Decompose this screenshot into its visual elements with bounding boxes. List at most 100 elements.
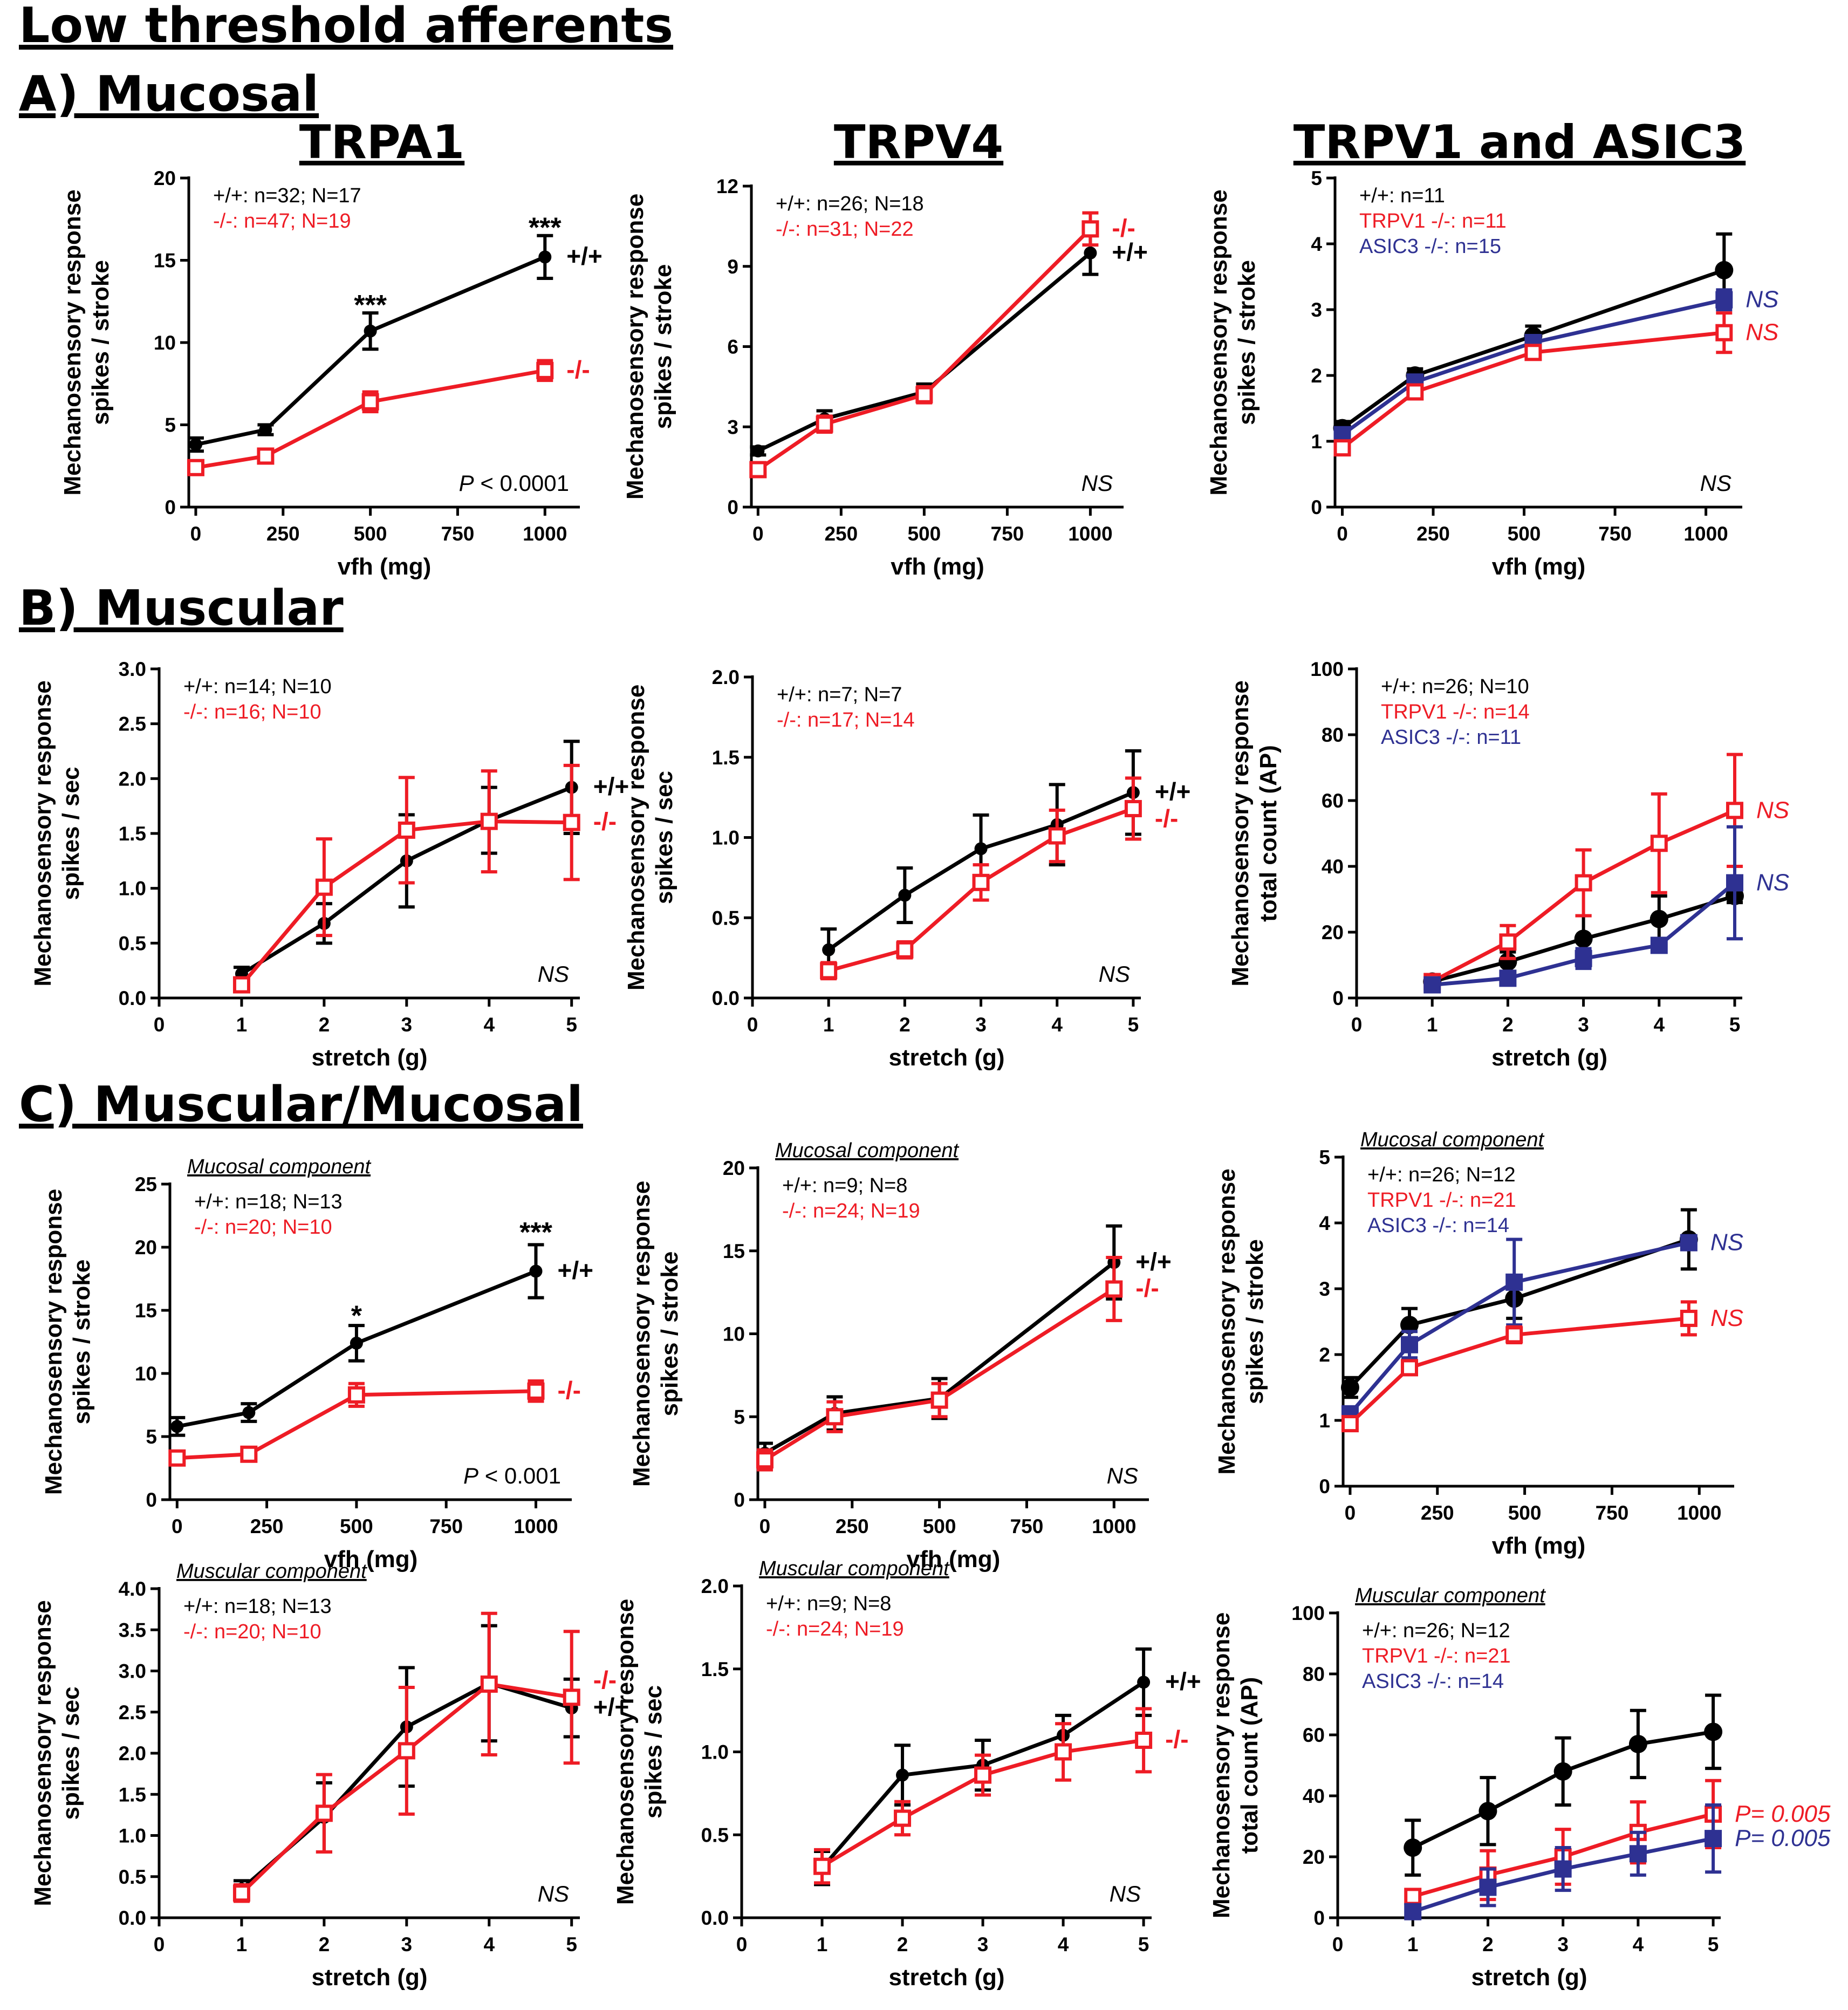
marker-open-square <box>480 812 498 830</box>
y-axis-label-line2: spikes / sec <box>651 771 677 904</box>
x-tick-label: 750 <box>1010 1515 1044 1537</box>
x-tick-label: 1 <box>817 1933 828 1956</box>
y-tick-label: 3 <box>1319 1278 1330 1300</box>
marker-dot <box>189 438 202 452</box>
y-tick-label: 1 <box>1319 1410 1330 1432</box>
y-tick-label: 20 <box>1303 1846 1325 1868</box>
x-tick-label: 500 <box>1508 523 1541 545</box>
x-tick-label: 4 <box>1058 1933 1069 1956</box>
y-tick-label: 20 <box>135 1236 157 1259</box>
series-label: -/- <box>557 1376 580 1404</box>
marker-open-square <box>398 1742 415 1760</box>
y-tick-label: 2.5 <box>119 1701 146 1724</box>
y-tick-label: 0.0 <box>119 1907 146 1929</box>
marker-dot <box>364 324 377 338</box>
y-axis-label-line2: spikes / sec <box>58 1686 84 1820</box>
y-tick-label: 1.0 <box>119 878 146 900</box>
marker-square <box>1505 1273 1523 1291</box>
x-tick-label: 4 <box>483 1014 495 1036</box>
marker-open-square <box>536 361 554 379</box>
series-label: -/- <box>593 808 617 836</box>
y-tick-label: 80 <box>1322 724 1344 746</box>
marker-open-square <box>749 461 767 478</box>
marker-square <box>1423 976 1441 994</box>
x-axis-label: stretch (g) <box>1491 1044 1607 1071</box>
marker-square <box>1404 1903 1422 1920</box>
series-line <box>177 1389 536 1460</box>
marker-open-square <box>1650 835 1668 852</box>
chart-d3: 0 20 40 60 80 100 0 1 2 3 4 5 stretch (g) Mechanosens… <box>1208 1584 1831 1991</box>
x-tick-label: 0 <box>1337 523 1348 545</box>
y-axis-label-line1: Mechanosensory response <box>623 685 649 990</box>
y-tick-label: 20 <box>1322 921 1344 944</box>
marker-square <box>1680 1234 1698 1252</box>
x-axis-label: vfh (mg) <box>1492 553 1586 580</box>
marker-dot <box>529 1264 543 1278</box>
y-axis-label-line1: Mechanosensory response <box>628 1181 655 1487</box>
y-tick-label: 5 <box>165 414 176 436</box>
y-tick-label: 1.5 <box>701 1658 729 1680</box>
x-axis-label: vfh (mg) <box>907 1546 1001 1573</box>
marker-open-square <box>915 386 933 404</box>
y-tick-label: 4 <box>1311 233 1322 255</box>
significance-mark: *** <box>354 290 387 321</box>
x-tick-label: 1000 <box>523 523 567 545</box>
series-line <box>195 368 545 470</box>
series-label: +/+ <box>1155 777 1191 805</box>
y-axis-label-line1: Mechanosensory response <box>30 1600 56 1906</box>
marker-square <box>1499 969 1517 987</box>
stat-label: NS <box>538 961 569 987</box>
stat-rest: < 0.0001 <box>474 470 569 496</box>
x-tick-label: 1000 <box>1092 1515 1136 1537</box>
y-tick-label: 1.0 <box>712 827 740 849</box>
y-tick-label: 2.0 <box>119 768 146 790</box>
series-label: -/- <box>1165 1725 1188 1753</box>
legend-entry: +/+: n=11 <box>1359 184 1445 207</box>
x-tick-label: 0 <box>759 1515 771 1537</box>
series-label: NS <box>1756 870 1789 896</box>
x-tick-label: 1000 <box>1683 523 1728 545</box>
marker-open-square <box>315 878 333 896</box>
series-label: +/+ <box>1135 1247 1172 1275</box>
marker-dot <box>259 423 272 436</box>
x-tick-label: 750 <box>991 523 1024 545</box>
y-tick-label: 0.0 <box>119 987 146 1009</box>
y-tick-label: 15 <box>723 1240 745 1262</box>
y-axis-label-line2: total count (AP) <box>1255 745 1282 922</box>
x-tick-label: 1 <box>236 1014 248 1036</box>
y-tick-label: 3.0 <box>119 1660 146 1683</box>
series-line <box>1349 1241 1689 1416</box>
y-tick-label: 1 <box>1311 430 1322 453</box>
y-axis-label-line1: Mechanosensory response <box>1206 189 1232 495</box>
marker-open-square <box>361 393 379 411</box>
y-tick-label: 2.5 <box>119 713 146 735</box>
x-axis-label: vfh (mg) <box>891 553 984 580</box>
y-tick-label: 100 <box>1291 1602 1325 1624</box>
marker-dot <box>1715 261 1734 279</box>
x-tick-label: 1000 <box>514 1515 558 1537</box>
y-axis-label: Mechanosensory response spikes / sec <box>612 1599 667 1905</box>
marker-square <box>1650 936 1668 954</box>
y-axis-label: Mechanosensory response spikes / stroke <box>622 194 676 500</box>
stat-label: P < 0.0001 <box>459 470 569 496</box>
series-label: +/+ <box>593 1693 629 1721</box>
x-axis-label: stretch (g) <box>311 1044 427 1071</box>
marker-dot <box>1628 1734 1647 1753</box>
y-axis-label: Mechanosensory response total count (AP) <box>1208 1612 1263 1918</box>
x-tick-label: 3 <box>975 1014 987 1036</box>
panel-subtitle: Muscular component <box>759 1557 950 1580</box>
marker-open-square <box>1505 1326 1523 1344</box>
marker-dot <box>974 842 988 856</box>
x-tick-label: 2 <box>319 1014 330 1036</box>
marker-square <box>1705 1830 1722 1848</box>
legend-entry: +/+: n=26; N=18 <box>776 193 924 215</box>
marker-open-square <box>527 1382 545 1400</box>
x-tick-label: 3 <box>401 1933 413 1956</box>
x-tick-label: 250 <box>266 523 300 545</box>
y-tick-label: 5 <box>1319 1146 1330 1168</box>
legend-entry: -/-: n=31; N=22 <box>776 218 914 241</box>
stat-p: P <box>463 1463 478 1488</box>
marker-square <box>1554 1860 1572 1878</box>
marker-square <box>1575 949 1592 967</box>
panel-subtitle: Mucosal component <box>187 1156 372 1178</box>
